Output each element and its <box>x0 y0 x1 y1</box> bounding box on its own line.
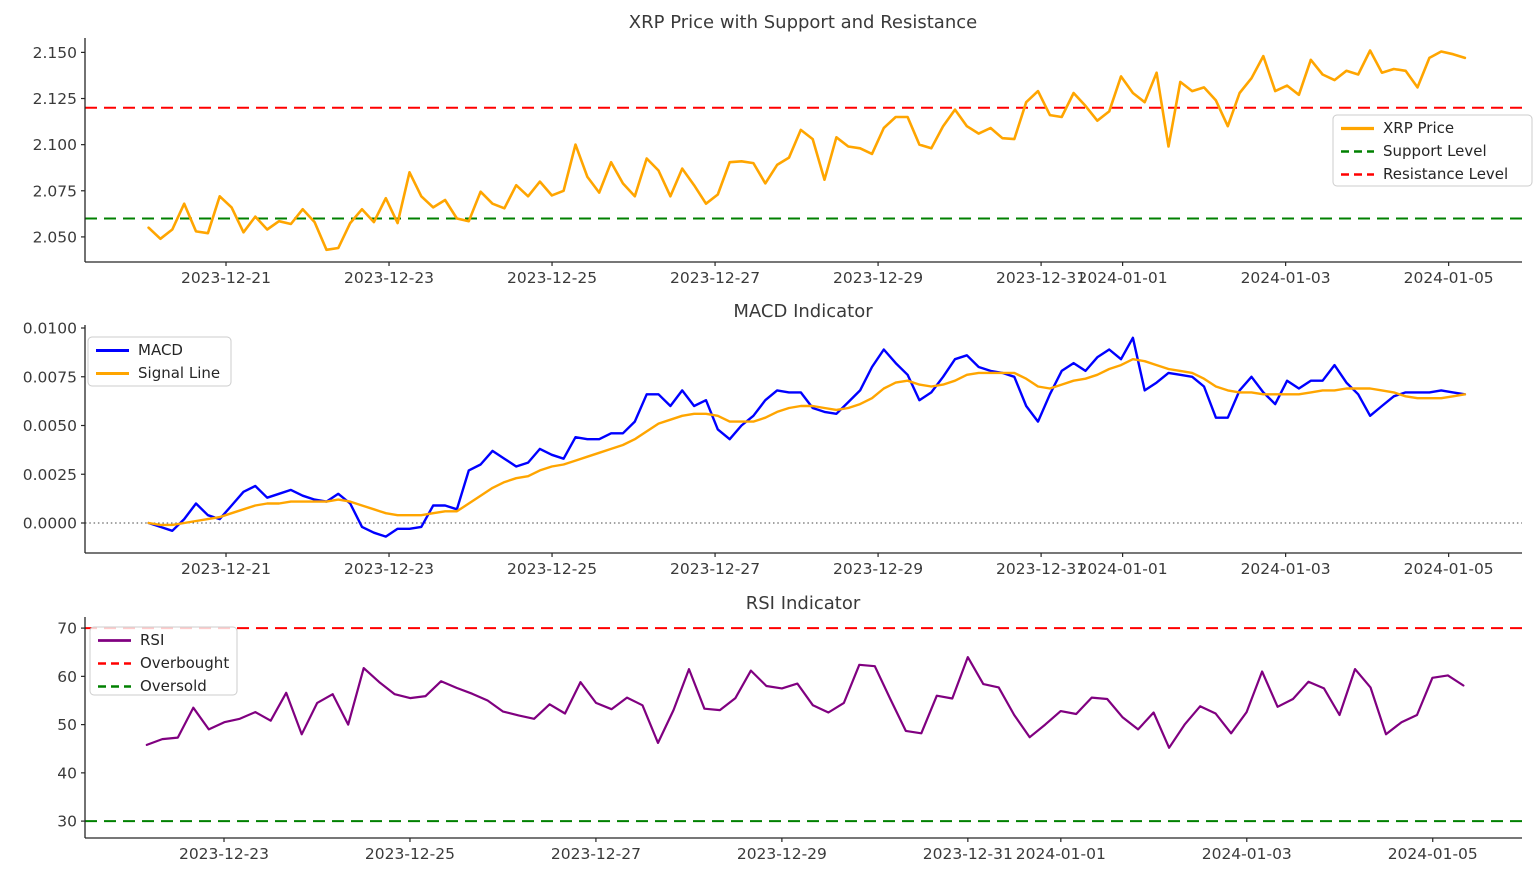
x-tick-label: 2024-01-01 <box>1016 845 1106 863</box>
legend-label: Oversold <box>140 677 207 695</box>
x-tick-label: 2024-01-03 <box>1241 269 1331 287</box>
price-chart-title: XRP Price with Support and Resistance <box>629 12 977 33</box>
x-tick-label: 2023-12-27 <box>551 845 641 863</box>
x-tick-label: 2023-12-21 <box>181 560 271 578</box>
y-tick-label: 70 <box>57 620 77 638</box>
macd-chart: 0.0000 0.0025 0.0050 0.0075 0.0100 2023-12-21… <box>23 320 1522 578</box>
x-tick-label: 2023-12-29 <box>833 560 923 578</box>
x-tick-label: 2024-01-03 <box>1202 845 1292 863</box>
y-tick-label: 2.050 <box>33 228 77 246</box>
y-tick-label: 30 <box>57 813 77 831</box>
x-tick-label: 2023-12-25 <box>507 560 597 578</box>
x-tick-label: 2024-01-01 <box>1078 560 1168 578</box>
y-tick-label: 40 <box>57 764 77 782</box>
price-chart: 2.050 2.075 2.100 2.125 2.150 2023-12-21 2023-… <box>33 38 1533 287</box>
x-tick-label: 2024-01-03 <box>1241 560 1331 578</box>
legend-box <box>1332 114 1533 187</box>
legend-box <box>89 626 238 696</box>
x-tick-label: 2024-01-01 <box>1078 269 1168 287</box>
y-tick-label: 0.0025 <box>23 466 77 484</box>
y-tick-label: 2.100 <box>33 136 77 154</box>
legend-label: XRP Price <box>1383 119 1454 137</box>
legend-label: MACD <box>138 341 183 359</box>
macd-chart-title: MACD Indicator <box>733 301 873 322</box>
y-tick-label: 0.0100 <box>23 320 77 338</box>
y-tick-label: 2.075 <box>33 182 77 200</box>
y-tick-label: 0.0050 <box>23 417 77 435</box>
x-tick-label: 2023-12-29 <box>833 269 923 287</box>
x-tick-label: 2023-12-23 <box>179 845 269 863</box>
xrp-price-line <box>147 49 1467 252</box>
x-tick-label: 2024-01-05 <box>1388 845 1478 863</box>
signal-line <box>147 358 1467 527</box>
x-tick-label: 2023-12-31 <box>996 269 1086 287</box>
x-tick-label: 2023-12-27 <box>670 269 760 287</box>
y-tick-label: 50 <box>57 716 77 734</box>
x-tick-label: 2023-12-23 <box>344 269 434 287</box>
legend: MACD Signal Line <box>87 336 232 387</box>
y-tick-label: 60 <box>57 668 77 686</box>
x-tick-label: 2024-01-05 <box>1404 269 1494 287</box>
y-tick-label: 2.150 <box>33 44 77 62</box>
legend-label: Signal Line <box>138 364 220 382</box>
x-tick-label: 2023-12-31 <box>923 845 1013 863</box>
rsi-chart-title: RSI Indicator <box>746 593 861 614</box>
macd-line <box>147 336 1467 538</box>
legend: XRP Price Support Level Resistance Level <box>1332 114 1533 187</box>
x-tick-label: 2023-12-31 <box>996 560 1086 578</box>
x-tick-label: 2024-01-05 <box>1404 560 1494 578</box>
x-tick-label: 2023-12-25 <box>507 269 597 287</box>
x-tick-label: 2023-12-29 <box>737 845 827 863</box>
x-tick-label: 2023-12-21 <box>181 269 271 287</box>
legend-label: Resistance Level <box>1383 165 1508 183</box>
legend-label: RSI <box>140 631 164 649</box>
y-tick-label: 0.0000 <box>23 514 77 532</box>
y-tick-label: 2.125 <box>33 90 77 108</box>
rsi-line <box>145 655 1465 749</box>
y-tick-label: 0.0075 <box>23 368 77 386</box>
x-tick-label: 2023-12-27 <box>670 560 760 578</box>
legend-label: Support Level <box>1383 142 1487 160</box>
x-tick-label: 2023-12-25 <box>365 845 455 863</box>
legend-label: Overbought <box>140 654 229 672</box>
rsi-chart: 30 40 50 60 70 2023-12-23 2023-12-25 2023-12-27… <box>57 617 1522 863</box>
x-tick-label: 2023-12-23 <box>344 560 434 578</box>
legend: RSI Overbought Oversold <box>89 626 238 696</box>
